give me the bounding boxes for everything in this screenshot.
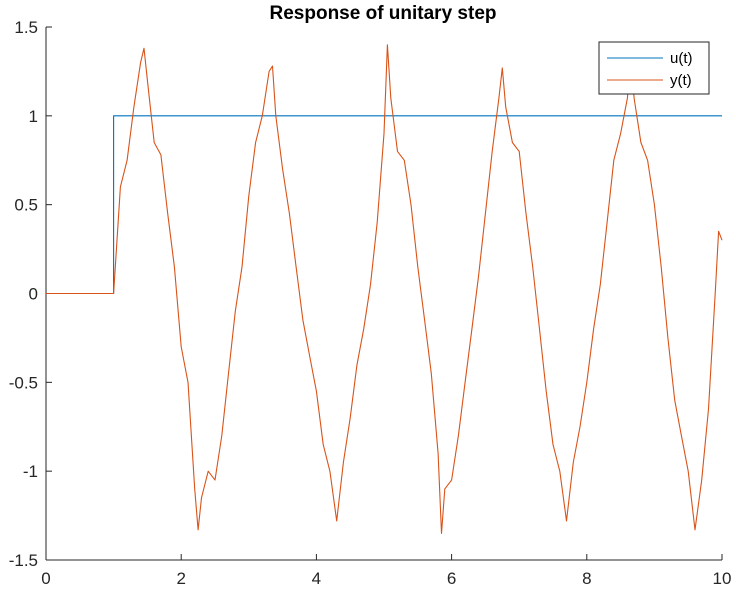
x-tick-label: 6: [447, 569, 456, 588]
y-tick-label: 0.5: [14, 196, 38, 215]
legend-box: [598, 41, 710, 95]
series-line-yt: [46, 44, 723, 534]
x-tick-label: 8: [582, 569, 591, 588]
legend-label: u(t): [670, 50, 693, 67]
y-tick-label: -1: [23, 462, 38, 481]
x-tick-label: 0: [41, 569, 50, 588]
x-tick-label: 10: [713, 569, 732, 588]
y-tick-label: 1: [29, 107, 38, 126]
y-tick-label: -1.5: [9, 551, 38, 570]
y-tick-label: 0: [29, 285, 38, 304]
legend-label: y(t): [670, 72, 692, 89]
y-tick-label: 1.5: [14, 18, 38, 37]
x-tick-label: 4: [312, 569, 321, 588]
plot-area: 0 2 4 6 8 10 -1.5 -1 -0.5 0 0.5 1 1.5 u(t) y(t): [9, 18, 732, 588]
y-tick-label: -0.5: [9, 373, 38, 392]
chart-title: Response of unitary step: [270, 3, 497, 24]
x-tick-label: 2: [176, 569, 185, 588]
